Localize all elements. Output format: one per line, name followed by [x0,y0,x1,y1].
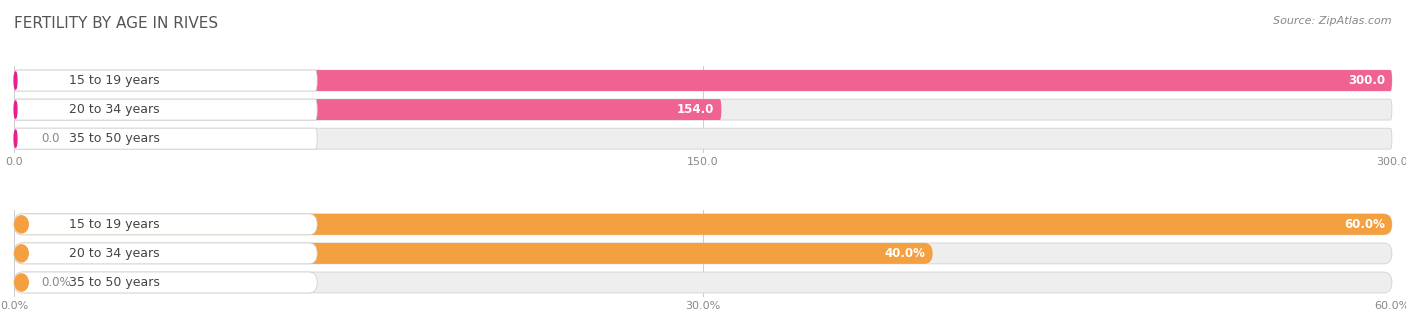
Text: 35 to 50 years: 35 to 50 years [69,276,159,289]
Text: 154.0: 154.0 [678,103,714,116]
FancyBboxPatch shape [14,214,318,235]
FancyBboxPatch shape [14,214,1392,235]
Text: 15 to 19 years: 15 to 19 years [69,218,159,231]
FancyBboxPatch shape [14,70,1392,91]
Circle shape [14,216,28,233]
Text: 35 to 50 years: 35 to 50 years [69,132,159,145]
Text: 20 to 34 years: 20 to 34 years [69,103,159,116]
FancyBboxPatch shape [14,99,721,120]
Text: Source: ZipAtlas.com: Source: ZipAtlas.com [1274,16,1392,26]
Text: 60.0%: 60.0% [1344,218,1385,231]
FancyBboxPatch shape [14,214,1392,235]
Text: 20 to 34 years: 20 to 34 years [69,247,159,260]
FancyBboxPatch shape [14,70,318,91]
Text: FERTILITY BY AGE IN RIVES: FERTILITY BY AGE IN RIVES [14,16,218,31]
FancyBboxPatch shape [14,243,1392,264]
Text: 40.0%: 40.0% [884,247,925,260]
FancyBboxPatch shape [14,272,1392,293]
FancyBboxPatch shape [14,128,1392,149]
FancyBboxPatch shape [14,243,932,264]
FancyBboxPatch shape [14,128,318,149]
Circle shape [14,130,17,147]
FancyBboxPatch shape [14,243,318,264]
FancyBboxPatch shape [14,70,1392,91]
FancyBboxPatch shape [14,99,1392,120]
Circle shape [14,274,28,291]
Circle shape [14,245,28,262]
FancyBboxPatch shape [14,272,318,293]
Text: 15 to 19 years: 15 to 19 years [69,74,159,87]
Circle shape [14,72,17,89]
Text: 0.0%: 0.0% [42,276,72,289]
Text: 300.0: 300.0 [1348,74,1385,87]
Circle shape [14,101,17,118]
Text: 0.0: 0.0 [42,132,60,145]
FancyBboxPatch shape [14,99,318,120]
